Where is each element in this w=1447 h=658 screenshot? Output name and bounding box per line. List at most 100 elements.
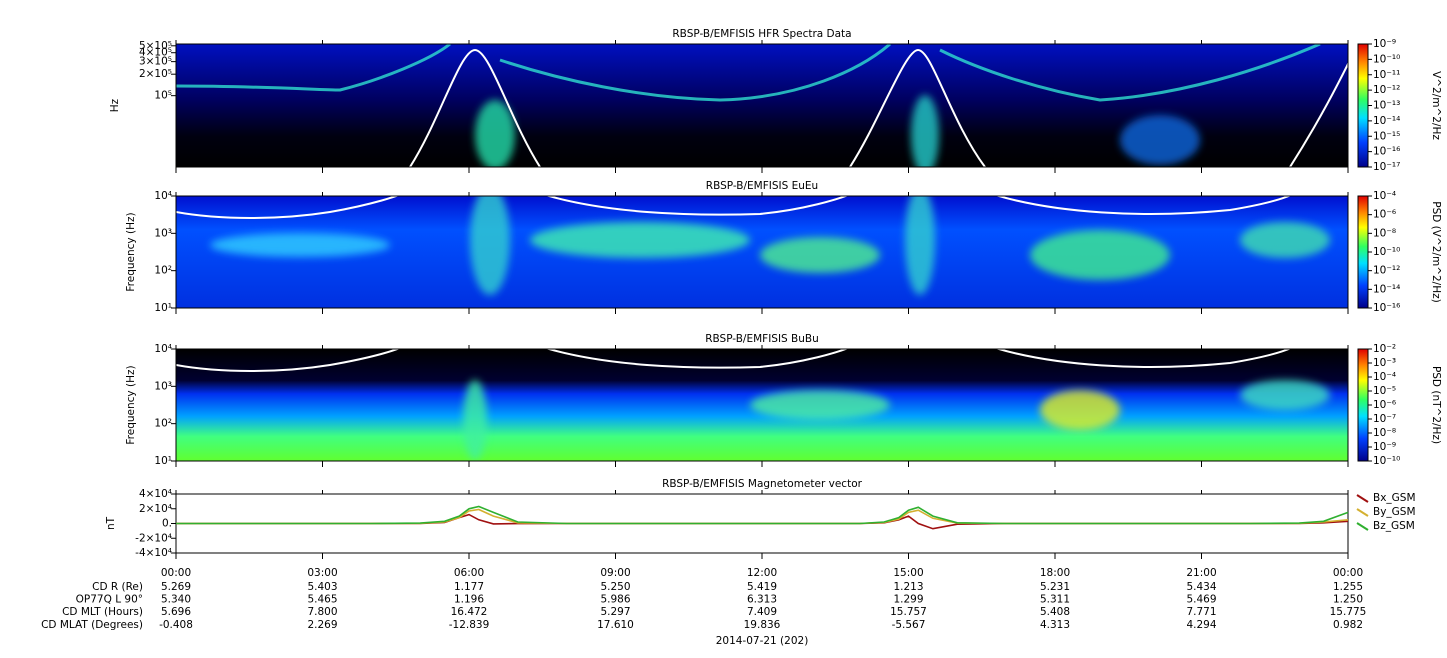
- colorbar-tick-label: 10⁻⁶: [1373, 209, 1396, 221]
- ephemeris-value: 15.757: [890, 606, 927, 618]
- ephemeris-label: CD MLT (Hours): [62, 606, 143, 618]
- ephemeris-value: -0.408: [159, 619, 193, 631]
- ephemeris-value: 5.297: [600, 606, 630, 618]
- ephemeris-value: 5.269: [161, 581, 191, 593]
- ephemeris-label: CD R (Re): [92, 581, 143, 593]
- ephemeris-value: 5.340: [161, 594, 191, 606]
- overlay-curves: [176, 48, 1348, 372]
- colorbar-tick-label: 10⁻¹⁰: [1373, 53, 1400, 65]
- ephemeris-value: 5.469: [1186, 594, 1216, 606]
- colorbar-tick-label: 10⁻⁹: [1373, 38, 1396, 50]
- colorbar-tick-label: 10⁻¹⁰: [1373, 246, 1400, 258]
- y-tick-label: 10⁵: [154, 90, 172, 102]
- x-tick-label: 06:00: [454, 567, 484, 579]
- colorbar-tick-label: 10⁻¹⁰: [1373, 455, 1400, 467]
- y-tick-label: -2×10⁴: [135, 532, 172, 544]
- colorbar-tick-label: 10⁻¹⁵: [1373, 130, 1400, 142]
- y-tick-label: 10²: [154, 418, 172, 430]
- y-tick-label: 10¹: [154, 455, 172, 467]
- legend-swatch: [1356, 522, 1369, 531]
- colorbar-tick-label: 10⁻⁷: [1373, 413, 1396, 425]
- chart-title: RBSP-B/EMFISIS HFR Spectra Data: [672, 28, 851, 40]
- x-tick-label: 00:00: [1333, 567, 1363, 579]
- ephemeris-value: 2.269: [307, 619, 337, 631]
- ephemeris-value: 6.313: [747, 594, 777, 606]
- data-line: [176, 508, 1349, 525]
- ephemeris-value: 5.231: [1040, 581, 1070, 593]
- ephemeris-value: 4.313: [1040, 619, 1070, 631]
- y-tick-label: 10⁴: [154, 190, 172, 202]
- ephemeris-value: 0.982: [1333, 619, 1363, 631]
- colorbar-tick-label: 10⁻¹⁶: [1373, 302, 1400, 314]
- ephemeris-value: 1.299: [893, 594, 923, 606]
- colorbar-tick-label: 10⁻⁵: [1373, 385, 1396, 397]
- colorbar: [1357, 348, 1369, 462]
- y-tick-label: 10²: [154, 265, 172, 277]
- y-axis-label: Frequency (Hz): [125, 365, 137, 444]
- y-tick-label: 5×10⁵: [139, 40, 172, 52]
- colorbar: [1357, 43, 1369, 168]
- spectrogram-image: [176, 44, 1348, 167]
- ephemeris-value: 5.403: [307, 581, 337, 593]
- ephemeris-value: 17.610: [597, 619, 634, 631]
- colorbar-label: PSD (V^2/m^2/Hz): [1430, 201, 1442, 302]
- colorbar-tick-label: 10⁻¹¹: [1373, 69, 1400, 81]
- colorbar-tick-label: 10⁻²: [1373, 343, 1396, 355]
- ephemeris-value: 1.250: [1333, 594, 1363, 606]
- y-tick-label: 0.: [162, 518, 172, 530]
- colorbar-tick-label: 10⁻¹⁷: [1373, 161, 1400, 173]
- x-tick-label: 21:00: [1186, 567, 1216, 579]
- ephemeris-value: 5.408: [1040, 606, 1070, 618]
- y-tick-label: 4×10⁴: [139, 488, 172, 500]
- y-tick-label: 10⁴: [154, 343, 172, 355]
- ephemeris-label: CD MLAT (Degrees): [41, 619, 143, 631]
- x-tick-label: 12:00: [747, 567, 777, 579]
- ephemeris-value: 7.800: [307, 606, 337, 618]
- ephemeris-value: 19.836: [744, 619, 781, 631]
- y-axis-label: nT: [105, 516, 117, 530]
- legend-label: By_GSM: [1373, 506, 1416, 518]
- colorbar-tick-label: 10⁻⁸: [1373, 227, 1396, 239]
- legend-label: Bz_GSM: [1373, 520, 1415, 532]
- x-tick-label: 18:00: [1040, 567, 1070, 579]
- colorbar-tick-label: 10⁻⁴: [1373, 190, 1396, 202]
- colorbar-tick-label: 10⁻¹³: [1373, 100, 1400, 112]
- colorbar-tick-label: 10⁻⁴: [1373, 371, 1396, 383]
- legend-swatch: [1356, 494, 1369, 503]
- ephemeris-value: 1.177: [454, 581, 484, 593]
- spectrogram-image: [176, 196, 1348, 308]
- y-tick-label: 2×10⁴: [139, 503, 172, 515]
- ephemeris-value: 5.696: [161, 606, 191, 618]
- colorbar-tick-label: 10⁻³: [1373, 357, 1396, 369]
- legend-swatch: [1356, 508, 1369, 517]
- x-tick-label: 00:00: [161, 567, 191, 579]
- colorbar-tick-label: 10⁻¹⁴: [1373, 115, 1400, 127]
- colorbar: [1357, 195, 1369, 309]
- x-tick-label: 03:00: [307, 567, 337, 579]
- chart-title: RBSP-B/EMFISIS Magnetometer vector: [662, 478, 863, 490]
- legend-label: Bx_GSM: [1373, 492, 1416, 504]
- colorbar-label: V^2/m^2/Hz: [1430, 71, 1442, 140]
- colorbar-tick-label: 10⁻¹²: [1373, 265, 1400, 277]
- ephemeris-value: 5.434: [1186, 581, 1216, 593]
- ephemeris-value: 1.255: [1333, 581, 1363, 593]
- y-tick-label: 10³: [154, 227, 172, 239]
- colorbar-tick-label: 10⁻⁹: [1373, 441, 1396, 453]
- ephemeris-value: 5.250: [600, 581, 630, 593]
- spectrogram-image: [176, 349, 1348, 461]
- colorbar-tick-label: 10⁻¹²: [1373, 84, 1400, 96]
- x-tick-label: 09:00: [600, 567, 630, 579]
- ephemeris-value: 1.196: [454, 594, 484, 606]
- y-tick-label: 10³: [154, 380, 172, 392]
- ephemeris-value: 15.775: [1330, 606, 1367, 618]
- colorbar-tick-label: 10⁻¹⁶: [1373, 146, 1400, 158]
- ephemeris-value: 4.294: [1186, 619, 1216, 631]
- ephemeris-value: 5.465: [307, 594, 337, 606]
- data-line: [176, 513, 1349, 530]
- ephemeris-value: -12.839: [449, 619, 490, 631]
- ephemeris-value: 7.771: [1186, 606, 1216, 618]
- y-tick-label: -4×10⁴: [135, 547, 172, 559]
- colorbar-tick-label: 10⁻⁶: [1373, 399, 1396, 411]
- y-tick-label: 2×10⁵: [139, 68, 172, 80]
